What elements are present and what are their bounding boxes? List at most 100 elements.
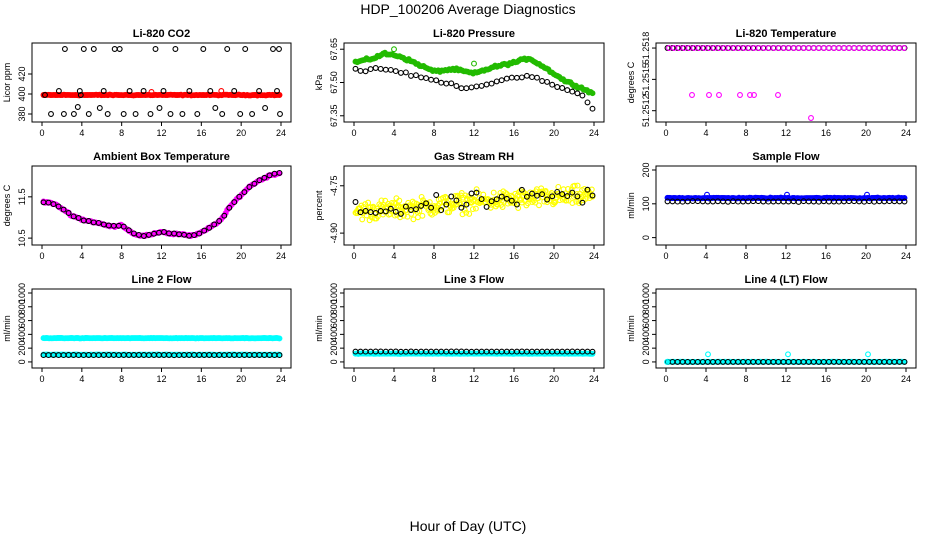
line-4-lt-flow-xtick-label: 20 [861, 374, 871, 384]
li-820-co2-point [274, 88, 280, 94]
li-820-pressure-point [443, 80, 450, 87]
sample-flow-ylabel: ml/min [626, 192, 636, 219]
gas-stream-rh-point [418, 202, 425, 209]
li-820-temperature-frame [655, 42, 917, 123]
ambient-box-temperature-point [206, 224, 213, 231]
line-2-flow-point [276, 335, 283, 342]
ambient-box-temperature-point [221, 212, 228, 219]
gas-stream-rh-point [372, 209, 379, 216]
li-820-temperature-xtick-label: 0 [663, 128, 668, 138]
gas-stream-rh-point [499, 204, 506, 210]
li-820-temperature-ytick-label: 51.2518 [641, 32, 651, 65]
li-820-co2-point [179, 111, 186, 117]
gas-stream-rh-point [589, 192, 596, 199]
li-820-co2-ytick-label: 380 [17, 106, 27, 121]
li-820-pressure-point [559, 85, 566, 91]
line-3-flow-point [589, 348, 596, 355]
line-3-flow-title: Line 3 Flow [444, 274, 504, 286]
gas-stream-rh-point [569, 200, 576, 206]
li-820-pressure-point [438, 79, 445, 86]
gas-stream-rh-point [508, 197, 515, 204]
li-820-pressure-ytick-label: 67.65 [329, 38, 339, 61]
ambient-box-temperature-xtick-label: 24 [276, 251, 286, 261]
gas-stream-rh-point [397, 210, 404, 217]
ambient-box-temperature-xtick-label: 20 [236, 251, 246, 261]
line-4-lt-flow-ytick-label: 600 [641, 313, 651, 328]
gas-stream-rh-point [498, 193, 505, 200]
gas-stream-rh-point [584, 186, 591, 193]
gas-stream-rh-point [396, 197, 403, 204]
sample-flow-ytick-label: 0 [641, 235, 651, 240]
line-3-flow-ytick-label: 800 [329, 299, 339, 314]
sample-flow-xtick-label: 16 [821, 251, 831, 261]
li-820-temperature-point [851, 45, 857, 51]
ambient-box-temperature-point [241, 189, 248, 196]
li-820-co2-xtick-label: 16 [196, 128, 206, 138]
line-2-flow-ytick-label: 600 [17, 313, 27, 328]
li-820-co2-point [70, 111, 77, 117]
li-820-co2-point [120, 111, 127, 117]
li-820-pressure-point [483, 81, 490, 88]
sample-flow-panel: Sample Flow ml/min 0 4 8 12 16 20 24 0 100 200 [626, 151, 917, 261]
li-820-pressure-point [387, 66, 394, 73]
li-820-temperature-xtick-label: 24 [901, 128, 911, 138]
li-820-co2-point [270, 46, 276, 52]
gas-stream-rh-ytick-label: -4.75 [329, 176, 339, 197]
li-820-temperature-point [751, 92, 757, 98]
gas-stream-rh-point [352, 199, 359, 205]
gas-stream-rh-point [565, 186, 571, 192]
ambient-box-temperature-point [65, 210, 72, 216]
line-4-lt-flow-ytick-label: 200 [641, 341, 651, 356]
line-2-flow-ylabel: ml/min [2, 315, 12, 342]
gas-stream-rh-point [536, 202, 542, 209]
li-820-co2-title: Li-820 CO2 [133, 28, 190, 40]
li-820-pressure-point [498, 77, 505, 84]
line-4-lt-flow-xtick-label: 8 [743, 374, 748, 384]
li-820-pressure-point [574, 90, 581, 97]
line-3-flow-panel: Line 3 Flow ml/min 0 4 8 12 16 20 24 0 20040060080… [314, 274, 605, 384]
ambient-box-temperature-point [266, 172, 273, 179]
li-820-pressure-point [377, 65, 384, 72]
gas-stream-rh-ytick-label: -4.90 [329, 223, 339, 244]
ambient-box-temperature-ytick-label: 10.5 [17, 229, 27, 247]
gas-stream-rh-point [392, 208, 399, 215]
li-820-pressure-point [392, 68, 399, 75]
gas-stream-rh-point [382, 197, 389, 204]
li-820-co2-point [116, 46, 123, 52]
li-820-pressure-point [589, 90, 596, 97]
li-820-pressure-point [352, 65, 359, 72]
li-820-pressure-ytick-label: 67.35 [329, 105, 339, 128]
ambient-box-temperature-point [246, 184, 253, 190]
ambient-box-temperature-ytick-label: 11.5 [17, 188, 27, 205]
gas-stream-rh-point [523, 193, 530, 200]
li-820-co2-point [126, 88, 133, 94]
li-820-pressure-point [468, 84, 475, 91]
line-3-flow-xtick-label: 12 [469, 374, 479, 384]
li-820-co2-xtick-label: 8 [119, 128, 124, 138]
li-820-co2-point [224, 46, 231, 52]
line-2-flow-xtick-label: 16 [196, 374, 206, 384]
li-820-co2-point [85, 111, 92, 117]
ambient-box-temperature-point [45, 199, 52, 206]
li-820-pressure-point [554, 84, 561, 90]
li-820-temperature-point [747, 92, 753, 98]
gas-stream-rh-point [466, 210, 473, 217]
li-820-pressure-ylabel: kPa [314, 75, 324, 91]
gas-stream-rh-xtick-label: 12 [469, 251, 479, 261]
li-820-pressure-point [488, 80, 495, 87]
li-820-co2-panel: Li-820 CO2 Licor ppm 0 4 8 12 16 20 24 380 400 420 [2, 28, 292, 138]
li-820-co2-point [218, 88, 225, 94]
li-820-temperature-panel: Li-820 Temperature degrees C 0 4 8 12 16 20 24 51… [626, 28, 917, 138]
ambient-box-temperature-ylabel: degrees C [2, 184, 12, 226]
li-820-pressure-point [423, 75, 430, 82]
li-820-pressure-point [589, 105, 596, 112]
line-3-flow-ytick-label: 400 [329, 327, 339, 342]
ambient-box-temperature-point [130, 230, 137, 237]
line-4-lt-flow-ytick-label: 400 [641, 327, 651, 342]
gas-stream-rh-point [582, 195, 589, 202]
li-820-pressure-xtick-label: 0 [351, 128, 356, 138]
li-820-co2-point [111, 46, 118, 52]
ambient-box-temperature-xtick-label: 0 [39, 251, 44, 261]
li-820-co2-ytick-label: 420 [17, 66, 27, 81]
li-820-pressure-xtick-label: 24 [589, 128, 599, 138]
